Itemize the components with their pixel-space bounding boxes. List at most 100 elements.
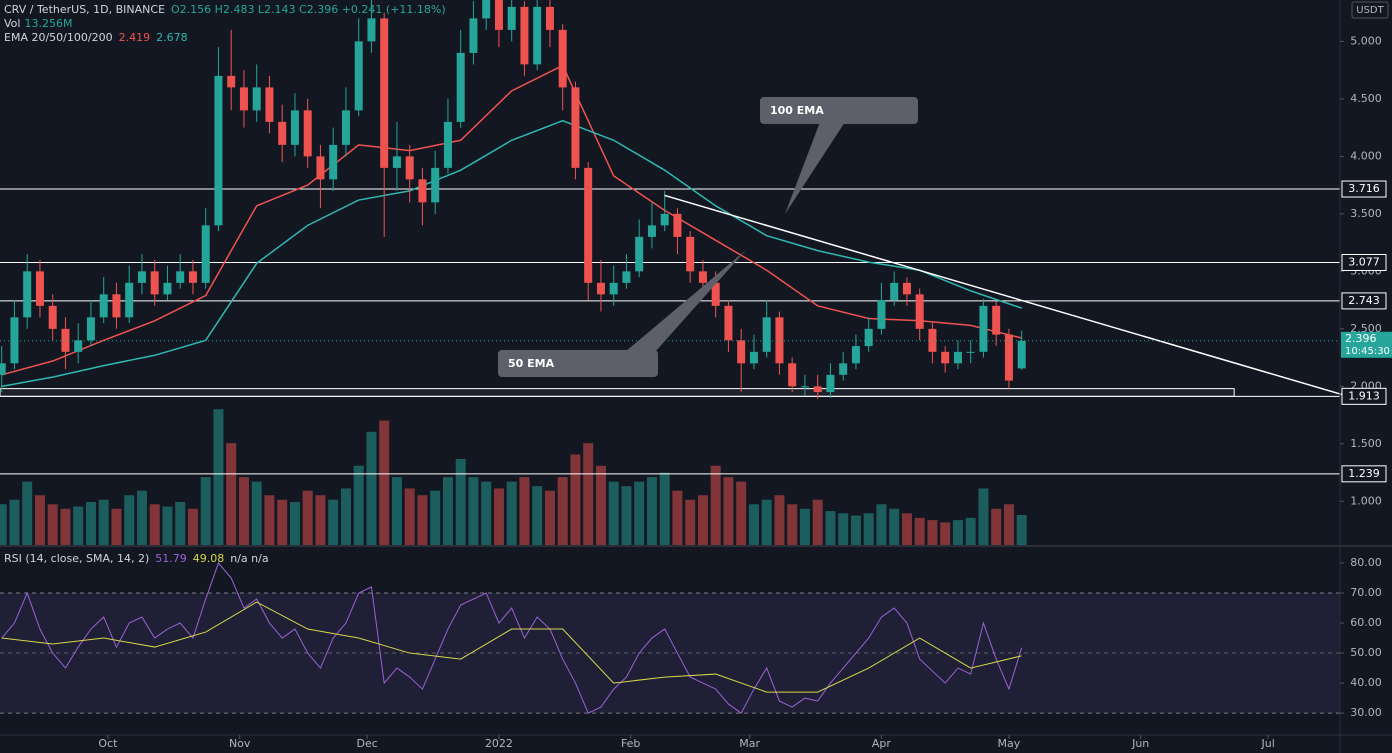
legend-line: Vol 13.256M bbox=[4, 17, 72, 30]
ema-value: 2.678 bbox=[156, 31, 188, 44]
volume-bar bbox=[914, 517, 925, 545]
volume-bar bbox=[710, 465, 721, 545]
callout-box bbox=[498, 350, 658, 377]
volume-bar bbox=[111, 508, 122, 545]
candle-body bbox=[303, 110, 312, 157]
candle-body bbox=[724, 305, 733, 341]
candle-body bbox=[507, 6, 516, 30]
rsi-band bbox=[0, 593, 1340, 714]
x-tick-label: Apr bbox=[872, 737, 892, 750]
volume-bar bbox=[532, 486, 543, 545]
candle-body bbox=[584, 167, 593, 283]
currency: USDT bbox=[1356, 5, 1384, 16]
candle-body bbox=[431, 167, 440, 203]
volume-bar bbox=[838, 513, 849, 545]
rsi-value: 51.79 bbox=[155, 552, 187, 565]
candle-body bbox=[711, 282, 720, 306]
callout-pointer bbox=[785, 122, 845, 214]
candle-body bbox=[902, 282, 911, 295]
volume-bar bbox=[200, 477, 211, 545]
callout-pointer bbox=[625, 250, 746, 352]
volume-bar bbox=[0, 504, 7, 545]
level-label-box bbox=[1341, 253, 1387, 271]
ema-line bbox=[1, 64, 1022, 376]
rsi-line bbox=[1, 562, 1023, 714]
currency-box bbox=[1351, 1, 1389, 19]
volume-bar bbox=[774, 495, 785, 545]
candle-body bbox=[890, 282, 899, 301]
volume-bar bbox=[175, 502, 186, 545]
x-tick-label: Mar bbox=[739, 737, 760, 750]
rsi-legend: RSI (14, close, SMA, 14, 2) 51.79 49.08 n/a… bbox=[4, 552, 269, 565]
volume-bar bbox=[238, 477, 249, 545]
volume-bar bbox=[340, 488, 351, 545]
vol-label: Vol bbox=[4, 17, 20, 30]
candle-body bbox=[737, 340, 746, 364]
candle-body bbox=[558, 29, 567, 88]
rsi-sma-line bbox=[1, 601, 1022, 693]
candle-body bbox=[494, 0, 503, 30]
level-label: 1.239 bbox=[1348, 467, 1380, 480]
candle-body bbox=[176, 271, 185, 283]
candle-body bbox=[443, 121, 452, 168]
volume-bar bbox=[1016, 515, 1027, 545]
volume-bar bbox=[9, 499, 20, 545]
candle-body bbox=[622, 271, 631, 283]
candle-body bbox=[341, 110, 350, 145]
candle-body bbox=[392, 156, 401, 168]
rsi-tick-label: 80.00 bbox=[1350, 556, 1382, 569]
x-tick-label: Nov bbox=[229, 737, 251, 750]
level-label: 2.743 bbox=[1348, 294, 1380, 307]
x-tick-label: 2022 bbox=[485, 737, 513, 750]
candle-body bbox=[125, 282, 134, 318]
volume-bar bbox=[264, 495, 275, 545]
volume-bar bbox=[366, 431, 377, 545]
candle-body bbox=[239, 87, 248, 111]
candle-body bbox=[367, 18, 376, 42]
candle-body bbox=[813, 386, 822, 393]
candle-body bbox=[188, 271, 197, 283]
volume-bar bbox=[889, 508, 900, 545]
volume-bar bbox=[506, 481, 517, 545]
ema-label: EMA 20/50/100/200 bbox=[4, 31, 113, 44]
candle-body bbox=[137, 271, 146, 283]
volume-bar bbox=[901, 513, 912, 545]
marks bbox=[0, 0, 1354, 714]
level-label: 1.913 bbox=[1348, 389, 1380, 402]
volume-bar bbox=[940, 522, 951, 545]
level-label-box bbox=[1341, 387, 1387, 405]
volume-bar bbox=[685, 499, 696, 545]
volume-bar bbox=[162, 506, 173, 545]
callout-box bbox=[760, 97, 918, 124]
candle-body bbox=[316, 156, 325, 180]
volume-bar bbox=[697, 495, 708, 545]
y-tick-label: 1.500 bbox=[1350, 437, 1382, 450]
ohlc: O2.156 H2.483 L2.143 C2.396 +0.241 (+11.… bbox=[171, 3, 446, 16]
volume-bar bbox=[595, 465, 606, 545]
candle-body bbox=[839, 363, 848, 375]
candle-body bbox=[469, 18, 478, 53]
candle-body bbox=[290, 110, 299, 145]
level-label: 3.077 bbox=[1348, 255, 1380, 268]
volume-bar bbox=[672, 490, 683, 545]
rsi-tick-label: 70.00 bbox=[1350, 586, 1382, 599]
volume-bar bbox=[417, 495, 428, 545]
candle-body bbox=[941, 351, 950, 364]
candle-body bbox=[953, 351, 962, 364]
candle-body bbox=[979, 305, 988, 352]
candle-body bbox=[533, 6, 542, 65]
volume-bar bbox=[98, 499, 109, 545]
rsi-tick-label: 30.00 bbox=[1350, 706, 1382, 719]
candle-body bbox=[10, 317, 19, 364]
current-price-label: 2.396 bbox=[1345, 332, 1377, 345]
candle-body bbox=[609, 282, 618, 295]
volume-bar bbox=[149, 504, 160, 545]
volume-bar bbox=[430, 490, 441, 545]
candle-body bbox=[201, 225, 210, 283]
candle-body bbox=[788, 363, 797, 387]
volume-bar bbox=[723, 477, 734, 545]
candle-body bbox=[74, 340, 83, 352]
candle-body bbox=[1017, 340, 1026, 369]
countdown: 10:45:30 bbox=[1345, 346, 1390, 357]
